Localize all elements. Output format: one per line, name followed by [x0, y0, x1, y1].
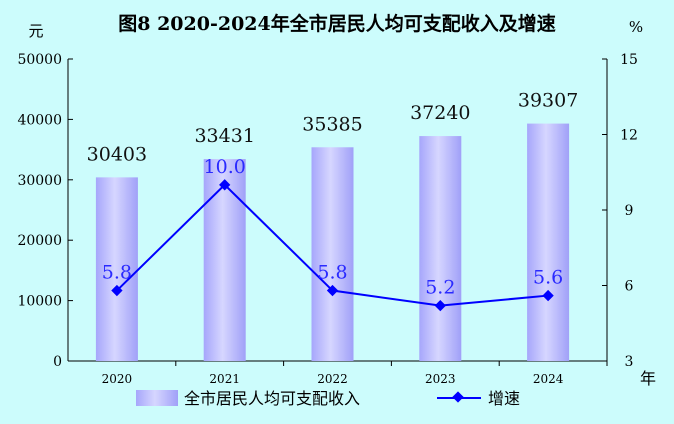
growth-point-2024 [542, 289, 554, 302]
bar-label-2024: 39307 [518, 90, 578, 112]
left-tick-label: 30000 [17, 173, 62, 189]
legend-line-marker [452, 391, 464, 403]
x-tick-label: 2024 [533, 372, 564, 386]
x-tick-label: 2022 [317, 372, 348, 386]
growth-point-2022 [326, 284, 339, 297]
chart-title: 图8 2020-2024年全市居民人均可支配收入及增速 [118, 12, 555, 35]
growth-label-2021: 10.0 [204, 156, 246, 178]
x-axis-label: 年 [640, 369, 656, 388]
left-tick-label: 50000 [17, 52, 62, 68]
left-tick-label: 20000 [17, 233, 62, 249]
growth-point-2023 [434, 299, 446, 312]
right-tick-label: 3 [625, 354, 634, 370]
bar-2020 [95, 177, 138, 361]
right-tick-label: 6 [625, 279, 634, 295]
right-axis-unit: % [629, 18, 643, 36]
growth-label-2023: 5.2 [425, 277, 455, 299]
legend: 全市居民人均可支配收入 增速 [136, 389, 520, 408]
bar-2021 [203, 159, 246, 361]
bar-label-2022: 35385 [302, 113, 362, 135]
bar-2022 [311, 147, 354, 361]
growth-label-2022: 5.8 [317, 262, 347, 284]
x-tick-label: 2021 [209, 372, 240, 386]
left-tick-label: 10000 [17, 294, 62, 310]
legend-bar-label: 全市居民人均可支配收入 [184, 389, 360, 408]
left-axis-unit: 元 [28, 22, 43, 40]
bar-2023 [419, 136, 462, 361]
right-tick-label: 12 [620, 128, 638, 144]
right-tick-label: 15 [620, 52, 638, 68]
bar-label-2021: 33431 [194, 125, 254, 147]
growth-label-2020: 5.8 [102, 262, 132, 284]
bar-2024 [527, 123, 570, 361]
right-tick-label: 9 [625, 203, 634, 219]
left-tick-label: 0 [53, 354, 62, 370]
legend-bar-swatch [136, 390, 178, 406]
bar-label-2023: 37240 [410, 102, 470, 124]
growth-label-2024: 5.6 [533, 267, 563, 289]
legend-line-label: 增速 [488, 389, 520, 408]
growth-point-2021 [219, 179, 231, 191]
x-tick-label: 2023 [425, 372, 456, 386]
left-tick-label: 40000 [17, 112, 62, 128]
x-tick-label: 2020 [102, 372, 133, 386]
bar-label-2020: 30403 [87, 143, 147, 165]
